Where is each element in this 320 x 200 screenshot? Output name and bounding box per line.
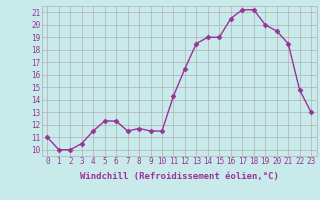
X-axis label: Windchill (Refroidissement éolien,°C): Windchill (Refroidissement éolien,°C) bbox=[80, 172, 279, 181]
